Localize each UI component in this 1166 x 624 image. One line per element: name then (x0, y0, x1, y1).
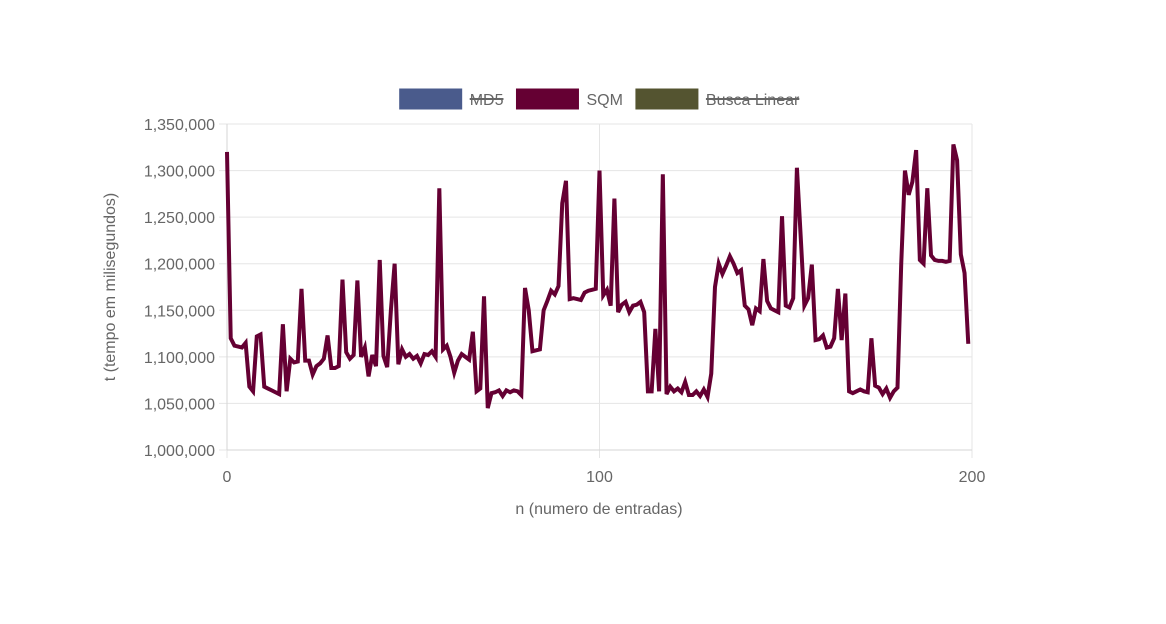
y-tick-label: 1,050,000 (144, 396, 215, 413)
legend-item-md5[interactable]: MD5 (398, 87, 504, 111)
y-tick-label: 1,200,000 (144, 257, 215, 274)
legend-item-busca-linear[interactable]: Busca Linear (634, 87, 800, 111)
y-tick-label: 1,300,000 (144, 164, 215, 181)
y-tick-label: 1,100,000 (144, 350, 215, 367)
x-axis-title: n (numero de entradas) (515, 501, 682, 518)
legend-label: Busca Linear (706, 92, 800, 109)
grid (219, 123, 973, 458)
series-layer (225, 144, 971, 409)
series-line-sqm (225, 144, 971, 409)
legend-swatch (634, 87, 700, 111)
x-tick-label: 0 (223, 469, 232, 486)
tick-labels: 1,000,000 1,050,000 1,100,000 1,150,000 1,20… (144, 117, 986, 486)
y-axis-title: t (tempo em milisegundos) (102, 193, 119, 382)
y-tick-label: 1,150,000 (144, 303, 215, 320)
legend: MD5 SQM Busca Linear (398, 87, 800, 111)
legend-swatch (398, 87, 464, 111)
x-tick-label: 100 (586, 469, 613, 486)
y-tick-label: 1,000,000 (144, 443, 215, 460)
legend-swatch (514, 87, 580, 111)
x-tick-label: 200 (959, 469, 986, 486)
y-tick-label: 1,250,000 (144, 210, 215, 227)
legend-label: MD5 (470, 92, 504, 109)
legend-item-sqm[interactable]: SQM (514, 87, 623, 111)
legend-label: SQM (586, 92, 622, 109)
y-tick-label: 1,350,000 (144, 117, 215, 134)
